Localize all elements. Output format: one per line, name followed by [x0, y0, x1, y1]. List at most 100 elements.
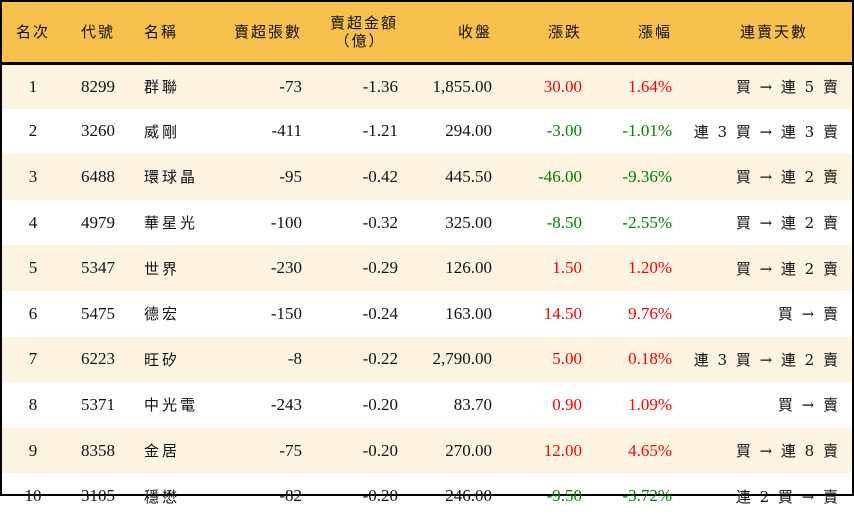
cell-name: 群聯 [144, 78, 181, 97]
cell-close: 325.00 [445, 212, 492, 232]
cell-sell-lots: -150 [270, 303, 302, 323]
table-row: 10 3105 穩懋 -82 -0.20 246.00 -9.50 -3.72% 連 2 買 →… [2, 473, 852, 519]
cell-rank: 5 [28, 258, 38, 278]
cell-change: -8.50 [546, 212, 582, 232]
cell-pct: -1.01% [622, 121, 672, 141]
cell-sell-amount: -0.32 [362, 212, 398, 232]
header-sell-amount: 賣超金額 （億） [302, 2, 402, 63]
header-rank: 名次 [15, 22, 50, 41]
cell-streak: 買 → 連 8 賣 [735, 442, 840, 461]
cell-sell-amount: -0.22 [362, 349, 398, 369]
cell-close: 126.00 [445, 258, 492, 278]
cell-pct: -2.55% [622, 212, 672, 232]
cell-sell-amount: -1.36 [362, 76, 398, 96]
cell-sell-amount: -0.29 [362, 258, 398, 278]
cell-name: 金居 [144, 442, 181, 461]
cell-name: 世界 [144, 259, 181, 278]
cell-pct: -9.36% [622, 166, 672, 186]
cell-change: 5.00 [552, 349, 582, 369]
cell-pct: 1.64% [628, 76, 672, 96]
cell-streak: 買 → 賣 [777, 305, 840, 324]
table-row: 6 5475 德宏 -150 -0.24 163.00 14.50 9.76% 買 → 賣 [2, 291, 852, 337]
cell-name: 旺矽 [144, 350, 181, 369]
cell-sell-amount: -0.20 [362, 440, 398, 460]
cell-rank: 2 [28, 121, 38, 141]
cell-code: 5371 [81, 394, 115, 414]
cell-code: 6488 [81, 166, 115, 186]
cell-close: 163.00 [445, 303, 492, 323]
cell-rank: 3 [28, 166, 38, 186]
cell-pct: 4.65% [628, 440, 672, 460]
cell-pct: 9.76% [628, 303, 672, 323]
cell-name: 華星光 [144, 214, 199, 233]
cell-code: 4979 [81, 212, 115, 232]
cell-streak: 買 → 連 2 賣 [735, 214, 840, 233]
header-sell-lots: 賣超張數 [233, 22, 302, 41]
cell-change: 14.50 [543, 303, 582, 323]
cell-rank: 10 [24, 486, 42, 506]
header-close: 收盤 [457, 22, 492, 41]
cell-rank: 8 [28, 394, 38, 414]
cell-close: 1,855.00 [432, 76, 493, 96]
cell-sell-lots: -8 [287, 349, 302, 369]
cell-sell-lots: -243 [270, 394, 302, 414]
cell-code: 5475 [81, 303, 115, 323]
cell-pct: 1.09% [628, 394, 672, 414]
cell-close: 294.00 [445, 121, 492, 141]
cell-code: 8299 [81, 76, 115, 96]
cell-sell-lots: -230 [270, 258, 302, 278]
cell-streak: 買 → 連 2 賣 [735, 168, 840, 187]
table-row: 8 5371 中光電 -243 -0.20 83.70 0.90 1.09% 買 → 賣 [2, 382, 852, 428]
cell-sell-lots: -75 [279, 440, 302, 460]
cell-close: 270.00 [445, 440, 492, 460]
table-row: 2 3260 威剛 -411 -1.21 294.00 -3.00 -1.01% 連 3 買 →… [2, 109, 852, 155]
sell-ranking-table-container: 名次 代號 名稱 賣超張數 賣超金額 （億） 收盤 漲跌 漲幅 連賣天數 1 829… [0, 0, 854, 506]
cell-rank: 4 [28, 212, 38, 232]
cell-rank: 9 [28, 440, 38, 460]
header-name: 名稱 [144, 22, 179, 41]
cell-rank: 7 [28, 349, 38, 369]
cell-sell-amount: -0.20 [362, 394, 398, 414]
cell-change: 1.50 [552, 258, 582, 278]
cell-name: 威剛 [144, 122, 181, 141]
table-header: 名次 代號 名稱 賣超張數 賣超金額 （億） 收盤 漲跌 漲幅 連賣天數 [2, 2, 852, 63]
cell-sell-lots: -95 [279, 166, 302, 186]
cell-change: 0.90 [552, 394, 582, 414]
cell-change: -46.00 [538, 166, 582, 186]
table-row: 3 6488 環球晶 -95 -0.42 445.50 -46.00 -9.36% 買 → 連 … [2, 154, 852, 200]
cell-rank: 1 [28, 76, 38, 96]
cell-change: 30.00 [543, 76, 582, 96]
table-row: 1 8299 群聯 -73 -1.36 1,855.00 30.00 1.64% 買 → 連 5… [2, 63, 852, 109]
cell-code: 3105 [81, 486, 115, 506]
cell-change: -3.00 [546, 121, 582, 141]
header-streak: 連賣天數 [739, 22, 808, 41]
cell-code: 3260 [81, 121, 115, 141]
cell-code: 8358 [81, 440, 115, 460]
cell-pct: -3.72% [622, 486, 672, 506]
cell-streak: 連 3 買 → 連 3 賣 [693, 122, 840, 141]
cell-sell-lots: -411 [271, 121, 302, 141]
table-row: 7 6223 旺矽 -8 -0.22 2,790.00 5.00 0.18% 連 3 買 → 連… [2, 336, 852, 383]
cell-change: 12.00 [543, 440, 582, 460]
cell-rank: 6 [28, 303, 38, 323]
cell-streak: 連 3 買 → 連 2 賣 [693, 350, 840, 369]
header-pct: 漲幅 [637, 22, 672, 41]
cell-name: 中光電 [144, 396, 199, 415]
cell-streak: 連 2 買 → 賣 [735, 487, 840, 506]
cell-streak: 買 → 連 5 賣 [735, 78, 840, 97]
cell-sell-lots: -100 [270, 212, 302, 232]
cell-name: 德宏 [144, 305, 181, 324]
cell-streak: 買 → 賣 [777, 396, 840, 415]
cell-sell-amount: -1.21 [362, 121, 398, 141]
cell-sell-amount: -0.42 [362, 166, 398, 186]
header-change: 漲跌 [547, 22, 582, 41]
cell-code: 5347 [81, 258, 115, 278]
table-row: 4 4979 華星光 -100 -0.32 325.00 -8.50 -2.55% 買 → 連 … [2, 200, 852, 246]
header-sell-amount-label: 賣超金額 [329, 13, 398, 32]
cell-pct: 0.18% [628, 349, 672, 369]
cell-streak: 買 → 連 2 賣 [735, 259, 840, 278]
cell-close: 445.50 [445, 166, 492, 186]
cell-sell-amount: -0.24 [362, 303, 398, 323]
cell-close: 2,790.00 [432, 349, 493, 369]
